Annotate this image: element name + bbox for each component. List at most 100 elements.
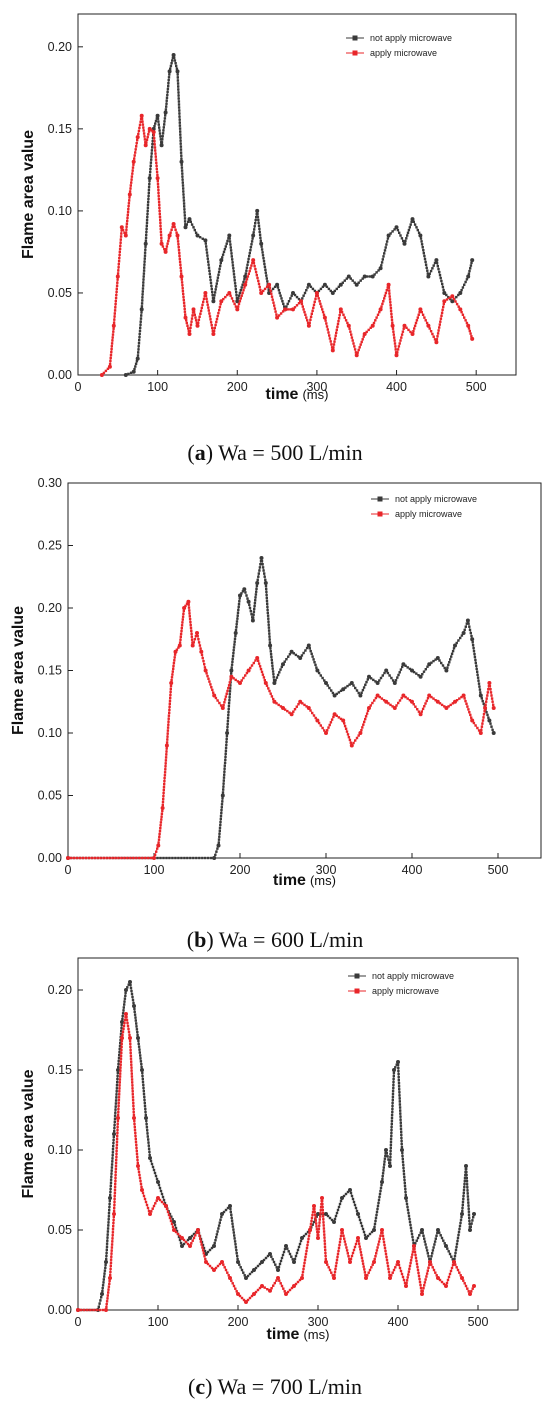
series-interp-dot: [165, 741, 169, 744]
series-interp-dot: [106, 1239, 109, 1242]
series-interp-dot: [109, 1193, 112, 1197]
series-interp-dot: [376, 1204, 380, 1208]
series-interp-dot: [359, 1248, 362, 1251]
series-interp-dot: [138, 1176, 142, 1180]
series-interp-dot: [307, 1234, 311, 1238]
series-interp-dot: [440, 314, 443, 317]
series-interp-dot: [224, 752, 227, 755]
data-point: [123, 233, 128, 238]
series-interp-dot: [188, 612, 191, 615]
series-interp-dot: [139, 1060, 143, 1063]
series-interp-dot: [132, 1104, 135, 1108]
series-interp-dot: [463, 628, 466, 632]
series-interp-dot: [226, 689, 229, 693]
series-interp-dot: [321, 1205, 324, 1209]
series-interp-dot: [215, 850, 218, 853]
series-interp-dot: [206, 674, 209, 678]
series-interp-dot: [394, 1066, 397, 1069]
series-interp-dot: [377, 1243, 380, 1246]
series-interp-dot: [195, 1231, 198, 1234]
series-interp-dot: [283, 305, 286, 308]
series-interp-dot: [179, 145, 183, 148]
series-interp-dot: [423, 254, 426, 258]
series-interp-dot: [151, 136, 155, 140]
data-point: [219, 258, 224, 263]
series-interp-dot: [415, 1262, 419, 1266]
series-interp-dot: [392, 1080, 395, 1084]
series-interp-dot: [225, 743, 228, 747]
series-interp-dot: [387, 1270, 391, 1274]
series-interp-dot: [166, 735, 169, 738]
series-interp-dot: [236, 617, 239, 620]
data-point: [272, 681, 277, 685]
series-interp-dot: [133, 1125, 136, 1129]
series-interp-dot: [272, 301, 275, 304]
series-interp-dot: [360, 1253, 363, 1257]
series-interp-dot: [146, 1135, 149, 1138]
series-interp-dot: [127, 1027, 130, 1031]
series-interp-dot: [141, 293, 144, 296]
series-interp-dot: [129, 187, 132, 190]
series-interp-dot: [457, 305, 460, 308]
series-interp-dot: [152, 1168, 156, 1172]
series-interp-dot: [439, 320, 442, 323]
series-interp-dot: [117, 1102, 120, 1105]
series-interp-dot: [426, 272, 429, 275]
series-interp-dot: [470, 1222, 473, 1225]
series-interp-dot: [227, 711, 230, 714]
data-point: [116, 1068, 120, 1072]
series-interp-dot: [187, 220, 190, 223]
series-interp-dot: [392, 1071, 396, 1075]
data-point: [435, 656, 440, 660]
x-tick-label: 300: [306, 380, 327, 394]
data-point: [199, 649, 204, 654]
series-interp-dot: [290, 294, 293, 297]
series-interp-dot: [185, 321, 188, 325]
series-interp-dot: [117, 1062, 120, 1066]
series-interp-dot: [301, 1273, 304, 1277]
series-interp-dot: [183, 208, 186, 211]
series-interp-dot: [102, 1278, 105, 1281]
data-point: [136, 1164, 140, 1168]
series-interp-dot: [233, 1240, 237, 1243]
series-interp-dot: [224, 746, 228, 750]
series-interp-dot: [111, 856, 114, 860]
data-point: [268, 643, 273, 648]
series-interp-dot: [302, 1264, 306, 1268]
series-interp-dot: [182, 202, 186, 205]
data-point: [212, 1244, 216, 1248]
series-interp-dot: [190, 629, 193, 633]
series-apply-microwave: [66, 599, 496, 860]
series-interp-dot: [233, 1234, 236, 1237]
series-interp-dot: [137, 348, 140, 351]
series-interp-dot: [315, 294, 318, 298]
series-interp-dot: [114, 1173, 117, 1177]
data-point: [470, 258, 475, 263]
series-interp-dot: [211, 293, 214, 297]
series-interp-dot: [308, 647, 311, 650]
series-interp-dot: [142, 1086, 145, 1090]
series-interp-dot: [114, 1176, 117, 1180]
series-interp-dot: [373, 273, 376, 276]
series-interp-dot: [233, 643, 236, 646]
series-interp-dot: [180, 281, 184, 284]
series-interp-dot: [272, 673, 275, 676]
series-interp-dot: [139, 326, 142, 329]
series-interp-dot: [148, 179, 151, 183]
series-interp-dot: [261, 673, 265, 676]
data-point: [478, 693, 483, 698]
data-point: [115, 274, 120, 279]
data-point: [155, 113, 160, 118]
series-interp-dot: [465, 1170, 468, 1174]
series-interp-dot: [146, 212, 149, 216]
data-point: [212, 693, 217, 698]
series-interp-dot: [405, 326, 408, 329]
caption-close-paren: ): [205, 1374, 212, 1399]
series-interp-dot: [267, 288, 270, 292]
series-interp-dot: [118, 253, 121, 257]
series-interp-dot: [487, 716, 490, 719]
data-point: [163, 110, 168, 115]
series-interp-dot: [424, 1243, 427, 1246]
series-interp-dot: [429, 330, 433, 333]
series-interp-dot: [208, 680, 211, 683]
